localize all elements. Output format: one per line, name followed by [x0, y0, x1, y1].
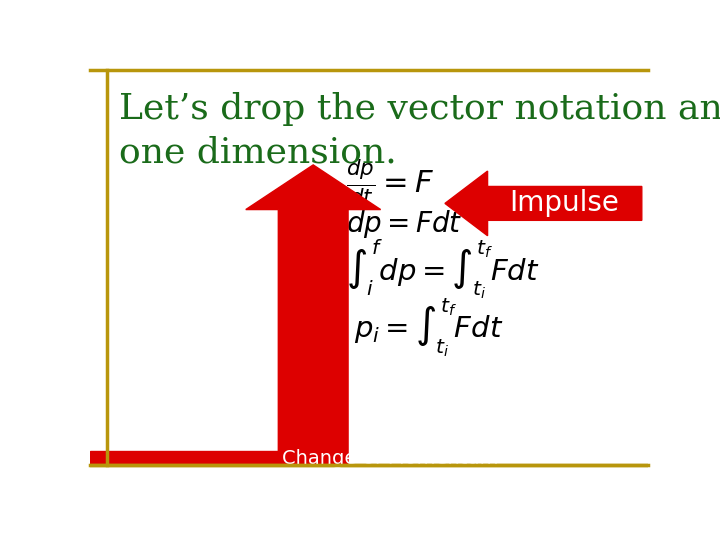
Polygon shape: [90, 451, 279, 465]
Polygon shape: [445, 171, 642, 236]
Text: $dp = Fdt$: $dp = Fdt$: [346, 208, 462, 240]
Text: Let’s drop the vector notation and stick to
one dimension.: Let’s drop the vector notation and stick…: [120, 92, 720, 169]
Polygon shape: [246, 165, 381, 465]
Text: Change of Momentum: Change of Momentum: [282, 449, 499, 468]
Text: $\frac{dp}{dt} = F$: $\frac{dp}{dt} = F$: [346, 157, 434, 207]
Text: $\int_{i}^{f} dp = \int_{t_i}^{t_f} Fdt$: $\int_{i}^{f} dp = \int_{t_i}^{t_f} Fdt$: [346, 237, 539, 301]
Text: $p_f - p_i = \int_{t_i}^{t_f} Fdt$: $p_f - p_i = \int_{t_i}^{t_f} Fdt$: [292, 297, 503, 359]
Text: Impulse: Impulse: [510, 190, 620, 218]
